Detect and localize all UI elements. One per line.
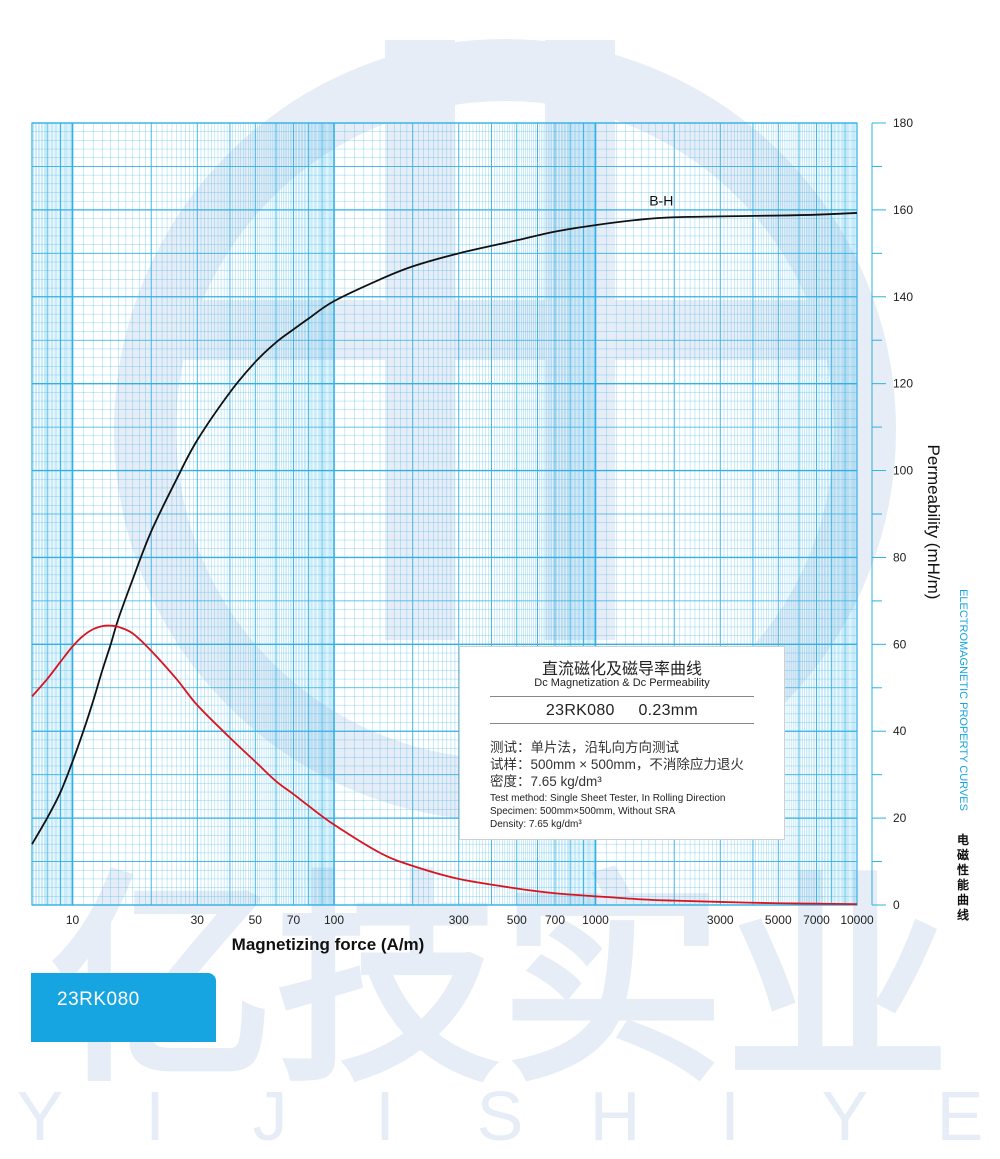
- legend-test-method-cn: 测试：单片法，沿轧向方向测试: [490, 740, 679, 755]
- legend-grade: 23RK080 0.23mm: [545, 702, 699, 719]
- y-tick-label: 20: [893, 811, 907, 825]
- watermark-letter: Y: [17, 1077, 64, 1155]
- legend-divider: [490, 723, 754, 724]
- x-axis-label: Magnetizing force (A/m): [232, 935, 425, 954]
- watermark-letter: I: [720, 1077, 739, 1155]
- y-tick-label: 0: [893, 898, 900, 912]
- grade-tab: 23RK080: [31, 973, 216, 1042]
- x-tick-label: 5000: [765, 913, 792, 927]
- y-tick-label: 80: [893, 550, 907, 564]
- legend-test-method-en: Test method: Single Sheet Tester, In Rol…: [490, 793, 726, 804]
- legend-title-en: Dc Magnetization & Dc Permeability: [534, 677, 710, 689]
- legend-density-en: Density: 7.65 kg/dm³: [490, 819, 582, 830]
- x-tick-label: 7000: [803, 913, 830, 927]
- y-tick-label: 160: [893, 203, 913, 217]
- bh-curve-annotation: B-H: [649, 193, 673, 209]
- watermark-letter: S: [477, 1077, 524, 1155]
- bh-curve: [31, 212, 858, 845]
- x-tick-label: 1000: [582, 913, 609, 927]
- chart-axes: 0 20 40 60 80 100 120 140 160 180 10 30 50 70 100 300 50…: [66, 116, 914, 927]
- side-caption-en: ELECTROMAGNETIC PROPERTY CURVES: [957, 589, 969, 811]
- x-tick-label: 700: [545, 913, 565, 927]
- side-caption-cn: 电磁性能曲线: [957, 833, 970, 922]
- watermark-letter: I: [145, 1077, 164, 1155]
- grade-tab-label: 23RK080: [57, 989, 140, 1010]
- y-tick-label: 120: [893, 377, 913, 391]
- legend-divider: [490, 696, 754, 697]
- chart-series: [31, 212, 858, 906]
- x-tick-label: 100: [324, 913, 344, 927]
- y-axis-label: Permeability (mH/m): [924, 445, 943, 600]
- watermark-letter: H: [590, 1077, 641, 1155]
- legend-specimen-cn: 试样：500mm × 500mm，不消除应力退火: [490, 757, 744, 772]
- legend-specimen-en: Specimen: 500mm×500mm, Without SRA: [490, 806, 676, 817]
- legend-title-cn: 直流磁化及磁导率曲线: [541, 661, 702, 678]
- y-tick-label: 140: [893, 290, 913, 304]
- y-tick-label: 60: [893, 637, 907, 651]
- x-tick-label: 300: [449, 913, 469, 927]
- y-tick-label: 40: [893, 724, 907, 738]
- y-tick-label: 180: [893, 116, 913, 130]
- x-tick-label: 500: [507, 913, 527, 927]
- x-tick-label: 3000: [707, 913, 734, 927]
- x-tick-label: 10000: [840, 913, 874, 927]
- watermark-letter: E: [937, 1077, 984, 1155]
- watermark-letter: J: [253, 1077, 288, 1155]
- x-tick-label: 50: [249, 913, 263, 927]
- x-tick-label: 30: [191, 913, 205, 927]
- chart-legend-box: 直流磁化及磁导率曲线 Dc Magnetization & Dc Permeab…: [459, 646, 785, 840]
- y-tick-label: 100: [893, 464, 913, 478]
- x-tick-label: 70: [287, 913, 301, 927]
- x-tick-label: 10: [66, 913, 80, 927]
- watermark-letter: I: [375, 1077, 394, 1155]
- watermark-letter: Y: [822, 1077, 869, 1155]
- permeability-curve: [31, 624, 858, 906]
- legend-density-cn: 密度：7.65 kg/dm³: [490, 774, 602, 789]
